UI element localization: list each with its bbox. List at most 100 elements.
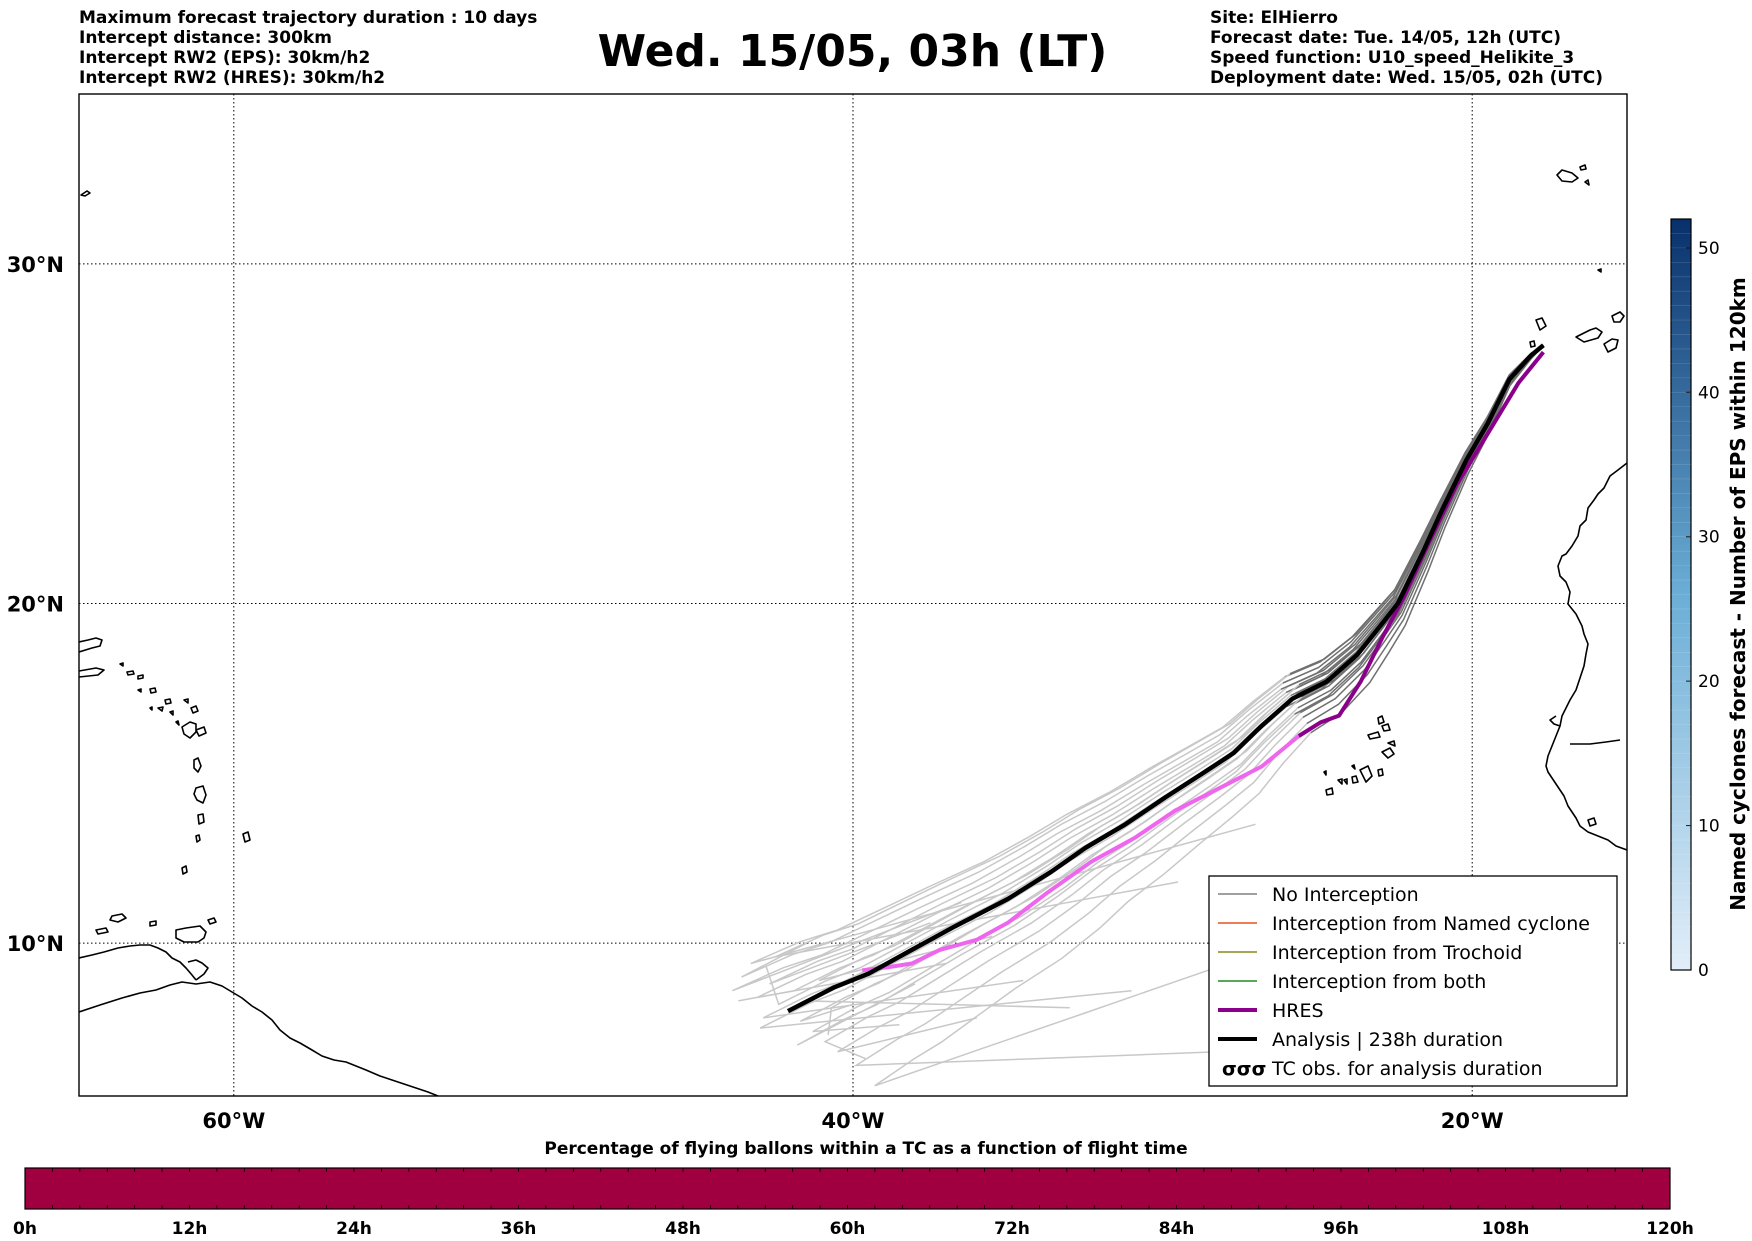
header-right-info: Site: ElHierro Forecast date: Tue. 14/05… [1210, 8, 1603, 88]
bottom-colorbar-tick-label: 48h [665, 1219, 701, 1239]
ensemble-track-late [775, 673, 1291, 958]
right-colorbar-tick-label: 40 [1698, 383, 1720, 403]
ensemble-track-late [874, 732, 1312, 1087]
brava [1343, 778, 1348, 785]
intercept-distance-text: Intercept distance: 300km [79, 28, 332, 48]
tiny-islet-c [149, 706, 153, 711]
hres-track-early [1297, 350, 1545, 738]
antigua [190, 705, 199, 714]
barbuda [183, 698, 189, 704]
blanquilla [149, 920, 157, 927]
longitude-labels: 60°W 40°W 20°W [202, 1109, 1503, 1133]
tobago [207, 917, 217, 925]
orchila [95, 927, 109, 935]
tenerife [1535, 317, 1547, 331]
bottom-colorbar-tick-label: 72h [994, 1219, 1030, 1239]
right-colorbar-tick-label: 10 [1698, 817, 1720, 837]
legend-item: HRES [1218, 1000, 1324, 1022]
cv-shoal-4 [1351, 764, 1356, 770]
trajectory-tracks [731, 343, 1545, 1087]
trinidad-icon [175, 925, 207, 943]
hres-track-late [862, 734, 1301, 973]
speed-function-text: Speed function: U10_speed_Helikite_3 [1210, 48, 1575, 68]
cv-shoal-2 [1337, 778, 1343, 785]
ensemble-track-late [796, 713, 1296, 1046]
bottom-colorbar-title: Percentage of flying ballons within a TC… [544, 1139, 1187, 1159]
grenada [181, 865, 188, 875]
cape-verde-dakar [1549, 715, 1561, 727]
max-duration-text: Maximum forecast trajectory duration : 1… [79, 8, 538, 28]
lat-tick-label: 30°N [7, 253, 64, 277]
legend-label: Interception from both [1272, 971, 1486, 993]
barbados [242, 831, 251, 843]
leeward-2 [149, 687, 157, 694]
lon-tick-label: 40°W [822, 1109, 885, 1133]
legend-label: TC obs. for analysis duration [1271, 1058, 1543, 1080]
lat-tick-label: 20°N [7, 592, 64, 616]
st-lucia [197, 813, 205, 825]
intercept-eps-text: Intercept RW2 (EPS): 30km/h2 [79, 48, 371, 68]
maio [1377, 768, 1384, 777]
right-colorbar-bar [1670, 218, 1692, 971]
bottom-colorbar-tick-label: 120h [1646, 1219, 1694, 1239]
header-left-info: Maximum forecast trajectory duration : 1… [79, 8, 537, 88]
deployment-date-text: Deployment date: Wed. 15/05, 02h (UTC) [1210, 68, 1604, 88]
bottom-colorbar-segments [52, 1168, 1643, 1209]
guadeloupe [181, 721, 207, 739]
page-title: Wed. 15/05, 03h (LT) [597, 26, 1108, 77]
hispaniola-edge [79, 637, 103, 653]
legend-label: HRES [1272, 1000, 1324, 1022]
lat-tick-label: 10°N [7, 932, 64, 956]
st-kitts [169, 710, 174, 716]
gulf-of-paria [187, 959, 209, 981]
ensemble-track-late [759, 705, 1288, 1029]
right-colorbar: 0 10 20 30 40 50 Named cyclones forecast - Nu… [1670, 218, 1750, 981]
ensemble-track-late [741, 682, 1284, 978]
bottom-colorbar-tick-label: 12h [172, 1219, 208, 1239]
madeira [1556, 169, 1579, 183]
guinea-bissau-isles [1587, 817, 1597, 827]
legend-items: No Interception Interception from Named c… [1218, 884, 1590, 1080]
right-colorbar-ticks: 0 10 20 30 40 50 [1671, 233, 1720, 981]
bottom-colorbar: Percentage of flying ballons within a TC… [13, 1139, 1694, 1239]
virgin-islands [126, 670, 144, 680]
desertas [1584, 179, 1590, 186]
tiny-islet-a [119, 662, 124, 667]
fogo [1351, 775, 1359, 784]
right-colorbar-tick-label: 30 [1698, 528, 1720, 548]
bermuda-like-islet [80, 190, 91, 197]
martinique [193, 785, 207, 804]
santo-antao [1381, 747, 1395, 759]
ensemble-track-early [1289, 344, 1544, 675]
selvagens [1597, 268, 1602, 273]
africa-coast [1545, 462, 1627, 851]
legend-item: σσσ TC obs. for analysis duration [1222, 1058, 1543, 1080]
legend-item: Analysis | 238h duration [1218, 1029, 1503, 1051]
intercept-hres-text: Intercept RW2 (HRES): 30km/h2 [79, 68, 386, 88]
bottom-colorbar-bar [24, 1167, 1671, 1210]
ensemble-track-late [837, 716, 1304, 1053]
st-vincent [195, 834, 201, 843]
south-america-coast [79, 981, 439, 1096]
bottom-colorbar-tick-label: 0h [13, 1219, 37, 1239]
gridlines [79, 94, 1627, 1096]
montserrat [175, 720, 180, 726]
venezuela-coast [79, 944, 197, 981]
ensemble-track-late [731, 688, 1282, 992]
cv-shoal-3 [1323, 770, 1327, 776]
cv-shoal [1325, 787, 1334, 796]
map-panel[interactable]: 30°N 20°N 10°N 60°W 40°W 20°W [7, 93, 1628, 1133]
la-gomera [1529, 340, 1536, 348]
legend-item: Interception from Named cyclone [1218, 913, 1590, 935]
legend-item: Interception from Trochoid [1218, 942, 1522, 964]
boa-vista [1381, 723, 1391, 732]
legend-label: Analysis | 238h duration [1272, 1029, 1503, 1051]
latitude-labels: 30°N 20°N 10°N [7, 253, 64, 956]
right-colorbar-tick-label: 0 [1698, 961, 1709, 981]
gran-canaria [1603, 338, 1619, 353]
margarita [109, 913, 127, 923]
bottom-colorbar-tick-label: 36h [501, 1219, 537, 1239]
leeward-1 [164, 698, 172, 705]
legend-item: Interception from both [1218, 971, 1486, 993]
